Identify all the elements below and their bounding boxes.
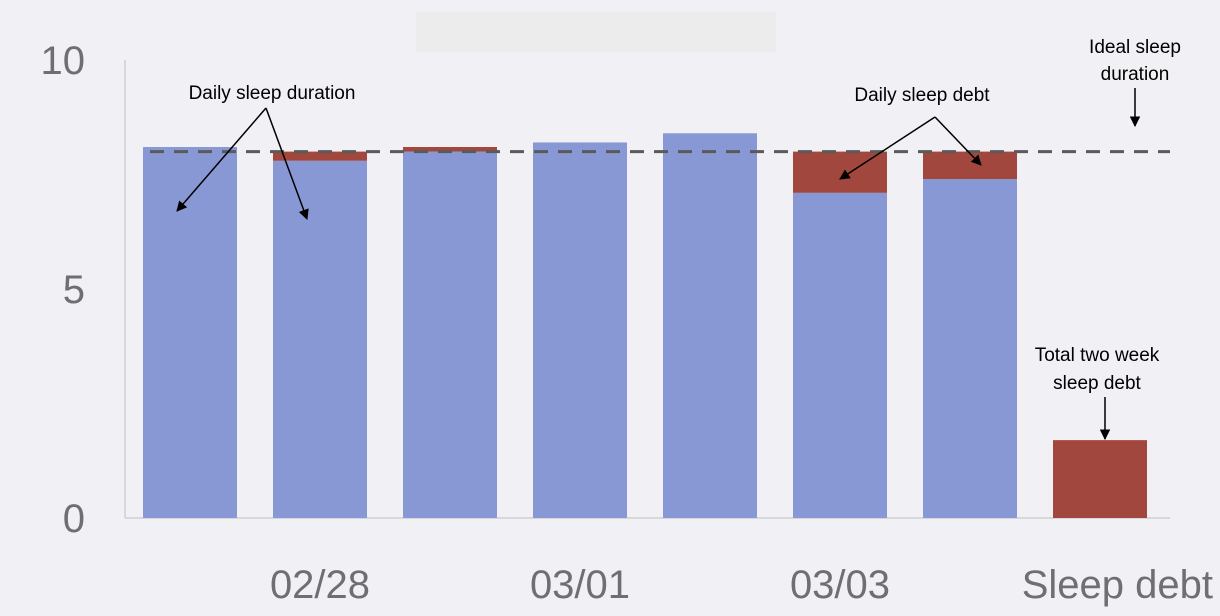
bar-segment (403, 151, 497, 518)
annotation-total-debt-2: sleep debt (1053, 373, 1141, 394)
bar-segment (143, 147, 237, 518)
arrow-debt-2 (934, 116, 982, 166)
arrow-duration-2 (265, 107, 309, 220)
x-tick-label: Sleep debt (1022, 563, 1213, 607)
x-tick-label: 03/01 (530, 563, 630, 607)
arrow-debt-1 (839, 116, 936, 180)
arrow-duration-1 (176, 107, 267, 212)
annotation-ideal-sleep-1: Ideal sleep (1089, 37, 1181, 58)
x-tick-label: 03/03 (790, 563, 890, 607)
bar-segment (533, 142, 627, 518)
bar-segment (923, 179, 1017, 518)
bar-segment (923, 151, 1017, 180)
bar-segment (1053, 440, 1147, 518)
bar-segment (403, 147, 497, 152)
annotation-daily-sleep-debt: Daily sleep debt (854, 85, 990, 106)
y-tick-label: 5 (63, 268, 85, 312)
annotation-total-debt-1: Total two week (1035, 345, 1160, 366)
annotation-ideal-sleep-2: duration (1101, 64, 1170, 85)
bar-segment (793, 192, 887, 518)
bar-segment (663, 133, 757, 518)
title-placeholder (416, 12, 776, 52)
y-tick-label: 0 (63, 497, 85, 541)
bar-segment (273, 151, 367, 161)
bar-segment (273, 160, 367, 518)
annotation-daily-sleep-duration: Daily sleep duration (189, 83, 356, 104)
x-tick-label: 02/28 (270, 563, 370, 607)
y-tick-label: 10 (41, 39, 86, 83)
